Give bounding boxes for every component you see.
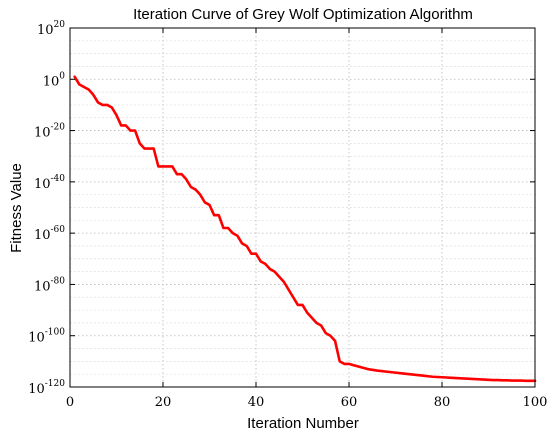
y-axis-label: Fitness Value xyxy=(8,163,25,253)
x-axis-label: Iteration Number xyxy=(247,415,359,432)
y-tick-label: 10-100 xyxy=(28,328,65,346)
y-tick-label: 100 xyxy=(43,71,66,89)
y-tick-label: 10-60 xyxy=(34,225,65,243)
y-tick-labels: 1020 100 10-20 10-40 10-60 10-80 10-100 10-120 xyxy=(28,20,65,397)
y-tick-label: 10-120 xyxy=(28,379,65,397)
y-tick-label: 10-80 xyxy=(34,276,65,294)
y-tick-label: 1020 xyxy=(37,20,65,38)
x-tick-label: 60 xyxy=(341,395,358,410)
major-gridlines xyxy=(70,28,535,387)
y-tick-label: 10-40 xyxy=(34,174,65,192)
y-tick-label: 10-20 xyxy=(34,123,65,141)
chart-title: Iteration Curve of Grey Wolf Optimizatio… xyxy=(133,6,473,23)
x-tick-labels: 0 20 40 60 80 100 xyxy=(66,395,548,410)
x-tick-label: 0 xyxy=(66,395,74,410)
x-tick-label: 80 xyxy=(434,395,451,410)
fitness-curve-line xyxy=(73,75,537,383)
plot-frame xyxy=(69,27,536,388)
minor-gridlines xyxy=(70,40,535,375)
x-tick-label: 40 xyxy=(248,395,265,410)
x-tick-label: 20 xyxy=(155,395,172,410)
axis-ticks xyxy=(69,27,536,388)
x-tick-label: 100 xyxy=(523,395,548,410)
